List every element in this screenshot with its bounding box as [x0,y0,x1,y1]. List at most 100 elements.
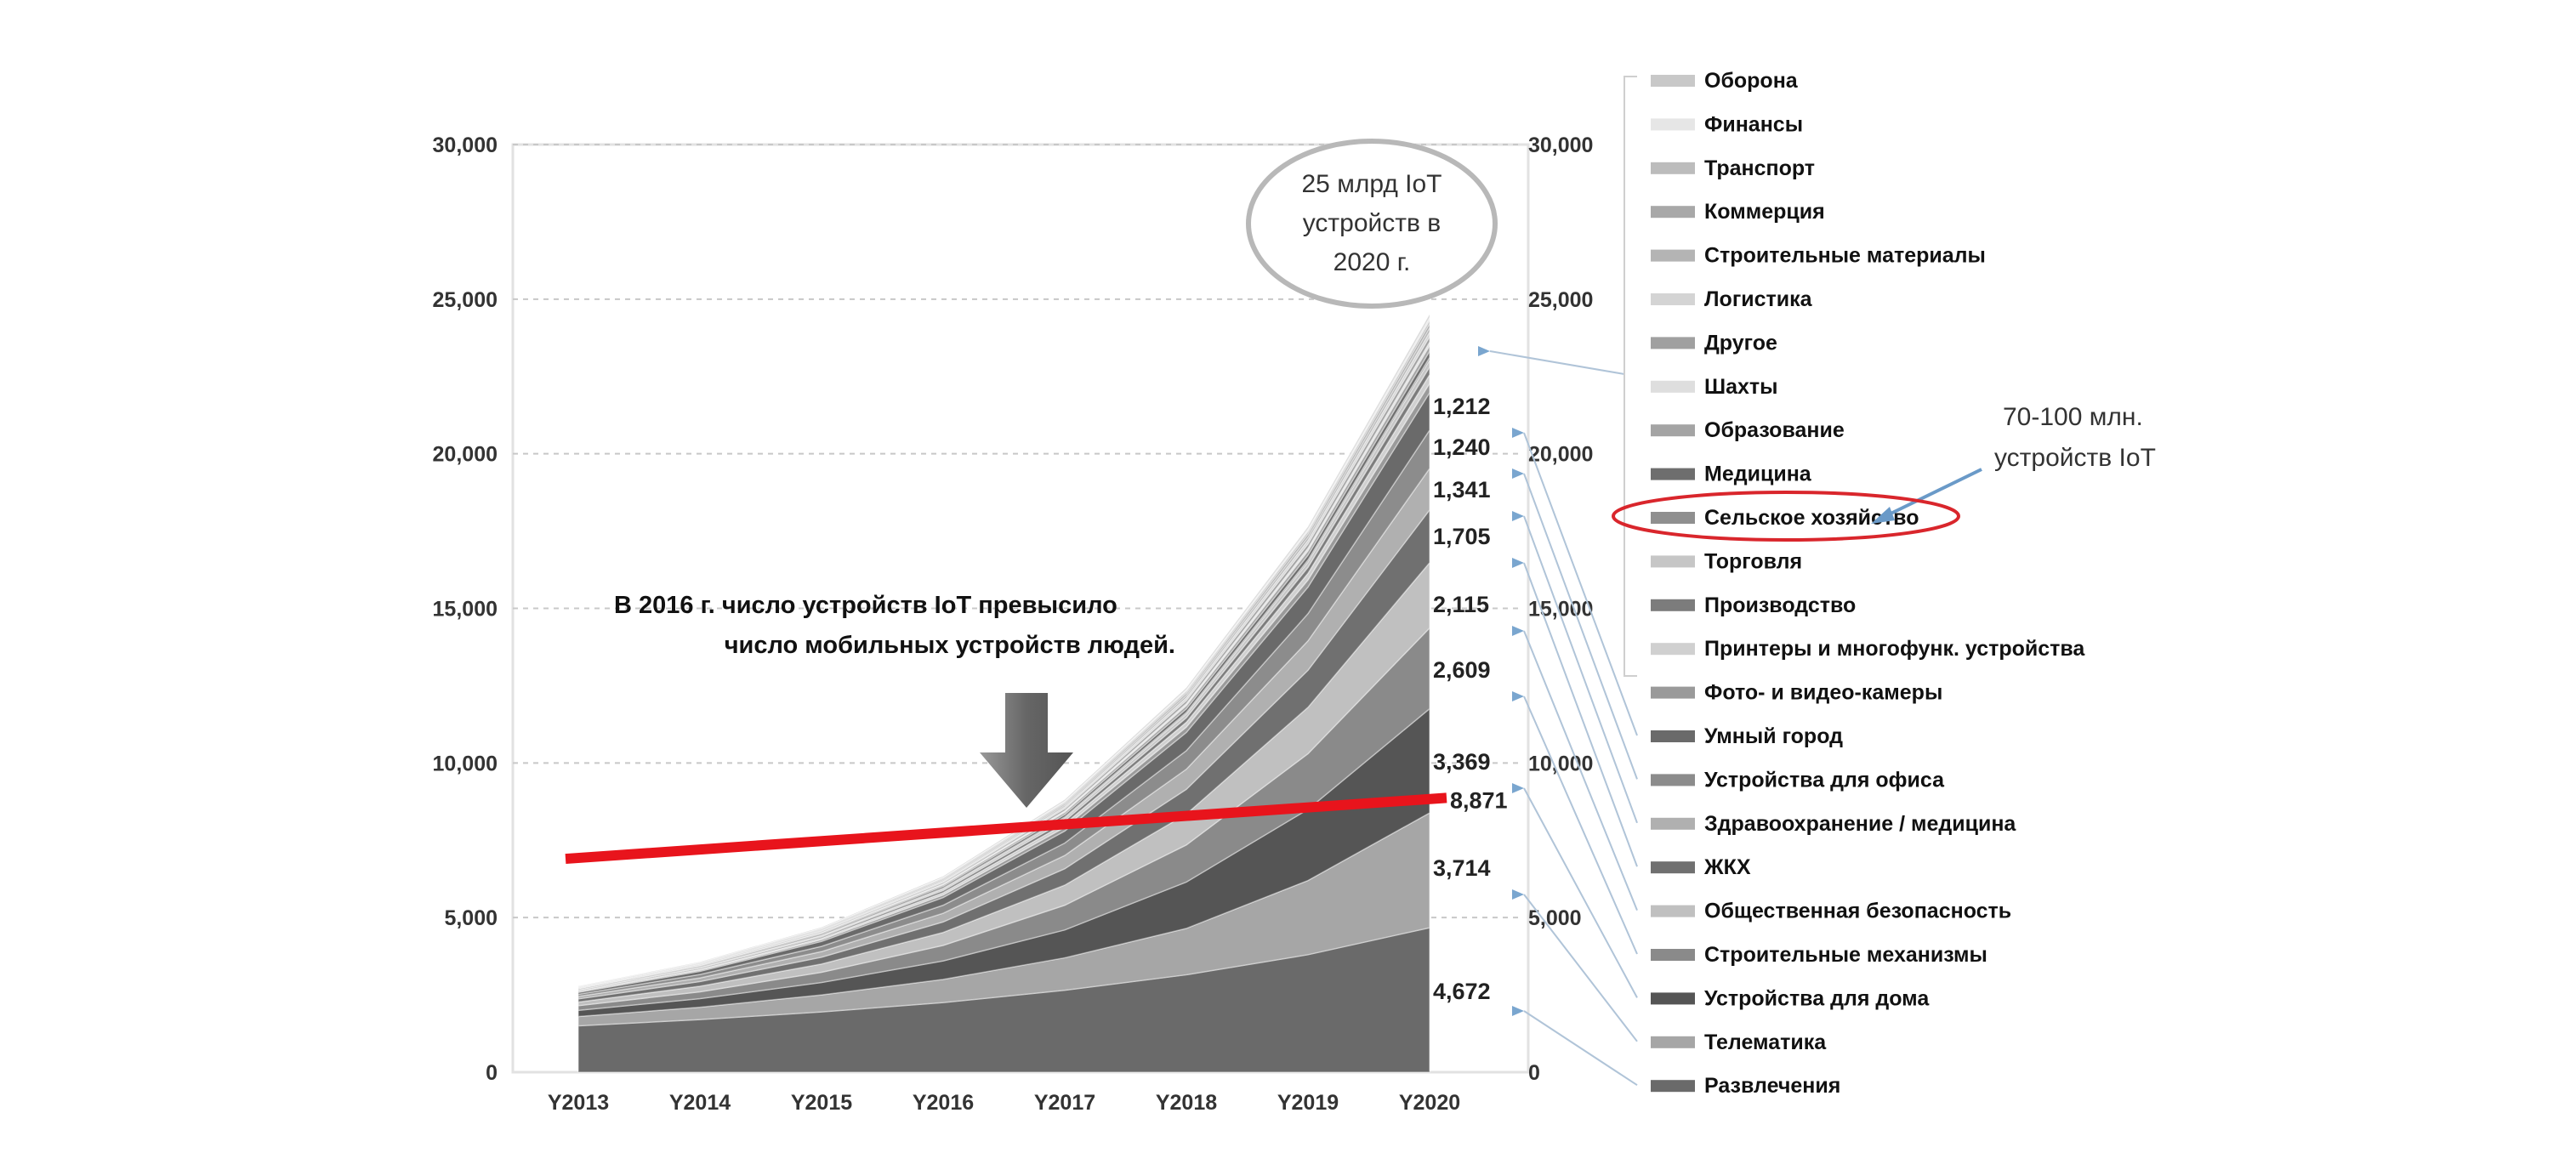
leader-line [1489,350,1625,375]
legend-label: Принтеры и многофунк. устройства [1704,637,2085,661]
legend-item: Логистика [1651,287,1813,311]
area-Шахты [577,339,1430,990]
legend-swatch [1651,599,1695,611]
legend-swatch [1651,774,1695,786]
annotation-line-1: В 2016 г. число устройств IoT превысило [614,592,1117,619]
legend-item: Медицина [1651,463,1812,486]
area-Производство [577,364,1430,992]
pointer-icon [1512,783,1524,793]
leader-lines [1478,76,1638,1087]
legend-label: Финансы [1704,112,1803,136]
y-right-tick-label: 30,000 [1528,133,1593,157]
x-tick-label: Y2016 [913,1091,974,1115]
legend-label: Оборона [1704,69,1799,93]
area-Принтеры и многофунк. устройства [577,372,1430,993]
down-arrow-icon [980,693,1073,808]
legend-label: Строительные механизмы [1704,943,1987,967]
agri-line-1: 70-100 млн. [2003,403,2143,431]
area-Оборона [577,311,1430,987]
legend-label: Другое [1704,331,1777,355]
area-Транспорт [577,317,1430,988]
callout-line-2: устройств в [1303,209,1441,237]
callout-line-3: 2020 г. [1333,248,1411,276]
pointer-icon [1512,511,1524,521]
legend-label: Телематика [1704,1031,1827,1054]
legend-label: Шахты [1704,375,1778,399]
mobile-line [565,792,1447,865]
legend-item: Финансы [1651,112,1803,136]
legend-swatch [1651,905,1695,917]
legend: Оборона Финансы Транспорт Коммерция Строител… [1651,69,2085,1098]
value-label: 1,240 [1433,434,1491,460]
area-Сельское хозяйство [577,355,1430,991]
y-tick-label: 15,000 [433,598,498,622]
pointer-icon [1512,468,1524,479]
y-axis-left: 0 5,000 10,000 15,000 20,000 25,000 30,000 [433,133,498,1085]
pointer-icon [1512,691,1524,701]
legend-swatch [1651,1080,1695,1093]
x-axis: Y2013 Y2014 Y2015 Y2016 Y2017 Y2018 Y2019 Y2020 [548,1091,1460,1115]
value-label: 1,705 [1433,524,1491,549]
legend-item: Устройства для дома [1651,986,1930,1010]
legend-swatch [1651,730,1695,742]
leader-line [1523,1010,1638,1087]
main-annotation: В 2016 г. число устройств IoT превысило … [614,592,1175,808]
legend-item: Телематика [1651,1031,1827,1054]
legend-swatch [1651,380,1695,393]
legend-swatch [1651,468,1695,480]
callout-ellipse [1246,139,1498,309]
legend-bracket [1624,76,1637,677]
legend-item: Транспорт [1651,156,1815,180]
agri-line-2: устройств IoT [1994,444,2156,472]
value-label: 2,115 [1433,592,1489,617]
legend-swatch [1651,555,1695,568]
x-tick-label: Y2014 [669,1091,731,1115]
value-label: 1,341 [1433,477,1491,503]
value-label: 2,609 [1433,657,1491,683]
legend-item: Строительные механизмы [1651,943,1987,967]
legend-item: ЖКХ [1651,855,1751,879]
y-tick-label: 20,000 [433,443,498,467]
value-label: 3,714 [1433,855,1491,881]
y-tick-label: 5,000 [444,906,498,930]
leader-line [1523,696,1638,955]
annotation-line-2: число мобильных устройств людей. [725,632,1175,659]
mobile-devices-line: 8,871 [565,787,1508,865]
pointer-arrow-icon [1883,468,1982,519]
leader-line [1523,787,1638,998]
area-Торговля [577,357,1430,991]
value-labels-2020: 4,672 3,714 3,369 2,609 2,115 1,705 1,341 1,240… [1433,394,1491,1004]
legend-swatch [1651,992,1695,1005]
leader-line [1523,562,1638,867]
leader-line [1523,894,1638,1042]
total-callout: 25 млрд IoT устройств в 2020 г. [1246,139,1498,309]
highlight-ellipse [1612,491,1960,542]
y-tick-label: 0 [486,1061,498,1085]
legend-swatch [1651,293,1695,305]
area-Строительные механизмы [577,626,1430,1012]
legend-swatch [1651,424,1695,437]
legend-swatch [1651,249,1695,262]
legend-label: Устройства для дома [1704,986,1930,1010]
legend-swatch [1651,75,1695,87]
legend-label: Образование [1704,418,1845,442]
x-tick-label: Y2019 [1277,1091,1339,1115]
leader-line [1523,630,1638,911]
legend-item: Развлечения [1651,1074,1840,1098]
legend-item: Торговля [1651,549,1802,573]
legend-swatch [1651,206,1695,219]
legend-label: Логистика [1704,287,1813,311]
legend-swatch [1651,949,1695,961]
legend-label: Фото- и видео-камеры [1704,681,1942,705]
y-tick-label: 30,000 [433,133,498,157]
legend-swatch [1651,162,1695,174]
pointer-icon [1478,346,1490,356]
legend-item: Общественная безопасность [1651,900,2011,923]
legend-item: Образование [1651,418,1845,442]
legend-label: Медицина [1704,463,1812,486]
legend-item: Другое [1651,331,1777,355]
legend-swatch [1651,861,1695,874]
value-label: 1,212 [1433,394,1491,419]
area-Устройства для офиса [577,428,1430,997]
y-right-tick-label: 25,000 [1528,288,1593,312]
